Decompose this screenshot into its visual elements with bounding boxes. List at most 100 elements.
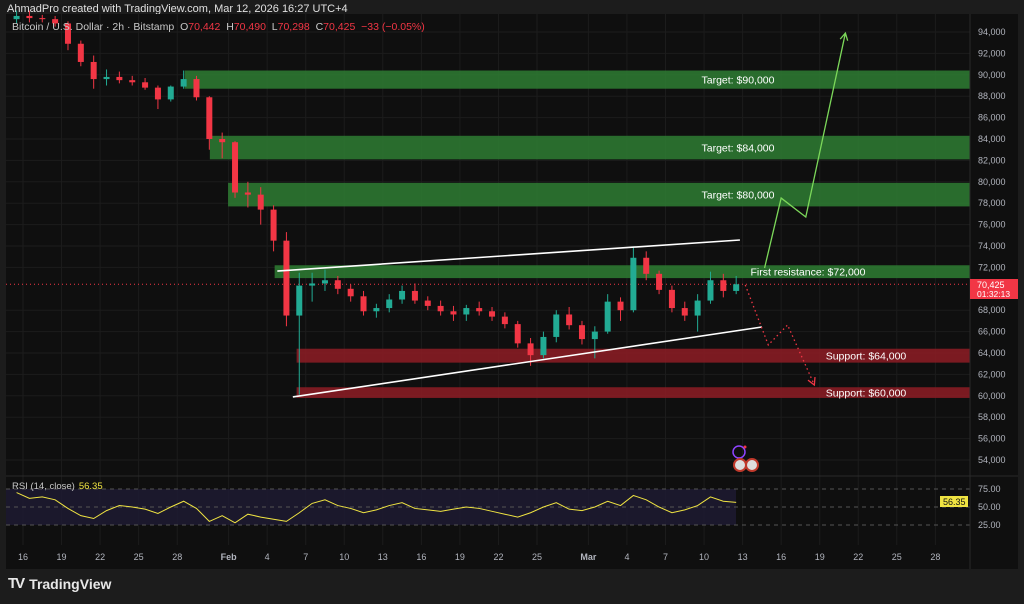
candle[interactable] — [720, 273, 727, 298]
candle-body — [694, 300, 701, 316]
candle[interactable] — [283, 232, 290, 327]
candle[interactable] — [668, 285, 675, 313]
candle[interactable] — [656, 270, 663, 295]
candle[interactable] — [244, 181, 251, 208]
candle[interactable] — [206, 96, 213, 150]
candle[interactable] — [129, 75, 136, 86]
candle[interactable] — [424, 296, 431, 311]
candle[interactable] — [334, 275, 341, 295]
candle[interactable] — [90, 55, 97, 89]
rsi-tick-label: 75.00 — [978, 484, 1001, 494]
time-tick-label: 7 — [663, 552, 668, 562]
candle[interactable] — [489, 306, 496, 321]
target-zone[interactable] — [228, 182, 971, 207]
candle[interactable] — [52, 15, 59, 27]
price-tick-label: 84,000 — [978, 134, 1006, 144]
candle[interactable] — [591, 326, 598, 359]
candle[interactable] — [540, 331, 547, 359]
rsi-legend-value: 56.35 — [78, 481, 103, 492]
candle[interactable] — [437, 300, 444, 316]
candle[interactable] — [630, 247, 637, 313]
target-zone[interactable] — [274, 265, 970, 279]
rsi-legend[interactable]: RSI (14, close) 56.35 — [12, 481, 103, 492]
candle[interactable] — [103, 69, 110, 86]
time-tick-label: 28 — [172, 552, 182, 562]
high-value: 70,490 — [233, 21, 266, 33]
candle[interactable] — [553, 310, 560, 343]
candle[interactable] — [514, 320, 521, 348]
support-zone[interactable] — [296, 387, 971, 398]
candle[interactable] — [257, 187, 264, 225]
candle[interactable] — [399, 285, 406, 304]
target-zone[interactable] — [209, 135, 970, 160]
target-zone[interactable] — [184, 70, 971, 89]
open-label: O — [180, 21, 189, 33]
dividend-event-icon[interactable] — [732, 445, 746, 459]
candle[interactable] — [476, 301, 483, 316]
candle[interactable] — [501, 312, 508, 329]
candle-body — [193, 79, 200, 98]
candle-body — [167, 86, 174, 100]
time-tick-label: 10 — [699, 552, 709, 562]
candle[interactable] — [566, 306, 573, 330]
rsi-tick-label: 25.00 — [978, 520, 1001, 530]
candle[interactable] — [219, 132, 226, 159]
low-label: L — [271, 21, 278, 33]
candle[interactable] — [694, 294, 701, 332]
candle[interactable] — [604, 294, 611, 334]
candle-body — [437, 305, 444, 312]
candle[interactable] — [617, 297, 624, 321]
candle[interactable] — [167, 85, 174, 102]
trendline[interactable] — [277, 239, 740, 272]
candle[interactable] — [180, 70, 187, 89]
candle[interactable] — [681, 301, 688, 321]
candle[interactable] — [347, 284, 354, 302]
candle[interactable] — [193, 75, 200, 101]
support-zone[interactable] — [296, 348, 971, 363]
candle[interactable] — [411, 283, 418, 304]
trendline[interactable] — [292, 326, 762, 398]
candle[interactable] — [296, 272, 303, 395]
candle[interactable] — [142, 78, 149, 90]
candle[interactable] — [26, 10, 33, 23]
symbol-title: Bitcoin / U.S. Dollar · 2h · Bitstamp — [12, 21, 175, 33]
candle-body — [154, 87, 161, 100]
candle[interactable] — [270, 205, 277, 252]
candle[interactable] — [77, 40, 84, 67]
candle[interactable] — [463, 304, 470, 321]
candle-body — [296, 285, 303, 316]
candle[interactable] — [154, 85, 161, 110]
candle[interactable] — [450, 305, 457, 321]
us-flag-event-icon[interactable] — [745, 458, 759, 472]
candle-body — [219, 139, 226, 143]
candle[interactable] — [232, 141, 239, 198]
candle[interactable] — [39, 14, 46, 23]
event-icons[interactable] — [732, 445, 759, 472]
candle[interactable] — [64, 21, 71, 51]
time-tick-label: 19 — [455, 552, 465, 562]
us-flag-event-icon[interactable] — [733, 458, 747, 472]
candle-body — [321, 280, 328, 284]
candle[interactable] — [733, 275, 740, 295]
candle[interactable] — [309, 272, 316, 302]
candle[interactable] — [13, 10, 20, 24]
time-tick-label: 16 — [18, 552, 28, 562]
candle-body — [116, 76, 123, 81]
candle[interactable] — [578, 320, 585, 345]
rsi-line — [16, 492, 737, 524]
time-tick-label: 16 — [776, 552, 786, 562]
candle[interactable] — [707, 271, 714, 304]
bull-projection-path[interactable] — [763, 32, 847, 269]
candle-body — [39, 18, 46, 20]
candle[interactable] — [116, 71, 123, 84]
price-tick-label: 74,000 — [978, 241, 1006, 251]
candle[interactable] — [386, 294, 393, 313]
footer-branding[interactable]: TV TradingView — [8, 575, 111, 592]
symbol-legend[interactable]: Bitcoin / U.S. Dollar · 2h · Bitstamp O 7… — [12, 21, 425, 33]
bear-projection-path[interactable] — [744, 284, 815, 386]
candle[interactable] — [373, 303, 380, 318]
candle[interactable] — [360, 290, 367, 316]
candle[interactable] — [643, 251, 650, 281]
candle[interactable] — [321, 269, 328, 291]
